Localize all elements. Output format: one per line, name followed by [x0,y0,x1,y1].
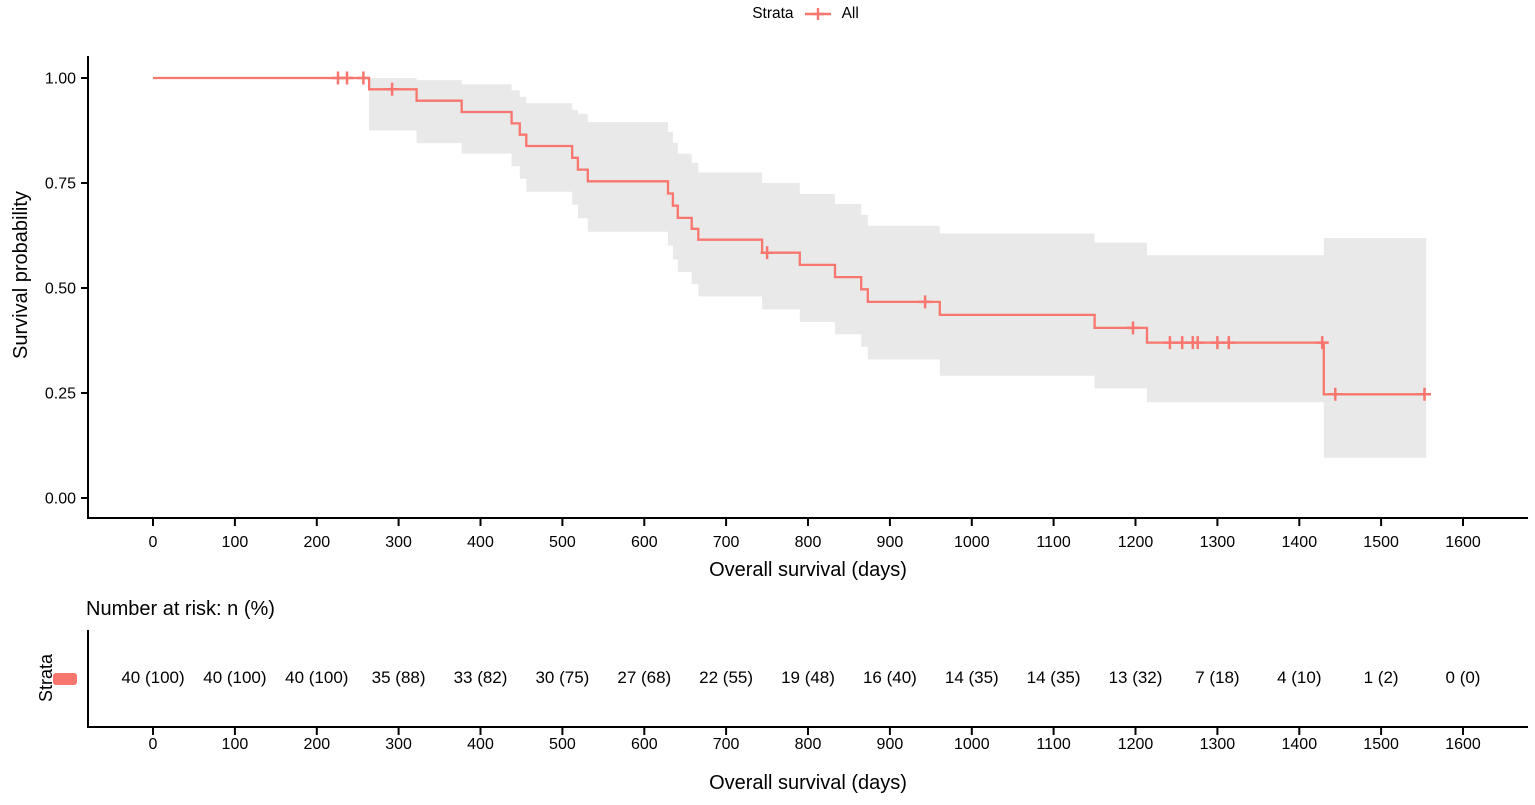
censor-mark [918,295,932,309]
y-tick-label: 0.75 [45,176,76,193]
y-tick-label: 1.00 [45,71,76,88]
risk-x-tick-label: 100 [222,736,249,753]
risk-value: 22 (55) [699,668,753,687]
risk-row-key-dash [53,673,77,685]
risk-value: 16 (40) [863,668,917,687]
risk-x-tick-label: 300 [385,736,412,753]
x-tick-label: 800 [795,534,822,551]
risk-value: 40 (100) [203,668,266,687]
x-tick-label: 1100 [1036,534,1071,551]
risk-x-tick-label: 0 [149,736,158,753]
x-tick-label: 1200 [1118,534,1154,551]
legend-key-icon [804,8,831,20]
risk-value: 35 (88) [372,668,426,687]
risk-x-tick-label: 1000 [954,736,990,753]
risk-x-tick-label: 600 [631,736,658,753]
risk-value: 33 (82) [454,668,508,687]
censor-mark [340,71,354,85]
x-tick-label: 1400 [1282,534,1318,551]
censor-mark [760,246,774,260]
risk-x-tick-label: 1600 [1445,736,1481,753]
legend-item-label: All [841,5,859,22]
risk-x-tick-label: 1400 [1282,736,1318,753]
x-tick-label: 1000 [954,534,990,551]
risk-x-tick-label: 200 [303,736,330,753]
risk-value: 13 (32) [1109,668,1163,687]
censor-mark [1315,336,1329,350]
risk-value: 27 (68) [617,668,671,687]
risk-x-tick-label: 1100 [1036,736,1071,753]
censor-mark [1328,387,1342,401]
risk-value: 0 (0) [1446,668,1481,687]
x-axis-title: Overall survival (days) [709,559,907,581]
y-tick-label: 0.00 [45,491,76,508]
risk-x-tick-label: 900 [877,736,904,753]
x-tick-label: 700 [713,534,740,551]
x-tick-label: 900 [877,534,904,551]
risk-value: 14 (35) [945,668,999,687]
risk-x-axis-title: Overall survival (days) [709,772,907,794]
risk-value: 40 (100) [285,668,348,687]
risk-value: 7 (18) [1195,668,1239,687]
x-tick-label: 200 [303,534,330,551]
censor-mark [1163,336,1177,350]
risk-strata-axis-title: Strata [36,653,56,703]
risk-value: 40 (100) [121,668,184,687]
x-tick-label: 1500 [1363,534,1399,551]
survival-curve [153,76,1427,396]
main-axes [87,56,1528,519]
risk-x-tick-label: 700 [713,736,740,753]
risk-value: 19 (48) [781,668,835,687]
x-tick-label: 100 [222,534,249,551]
censor-mark [1222,336,1236,350]
risk-value: 4 (10) [1277,668,1321,687]
x-tick-label: 600 [631,534,658,551]
y-tick-label: 0.25 [45,386,76,403]
censor-mark [1210,336,1224,350]
x-tick-label: 1300 [1200,534,1236,551]
risk-axes [87,630,1528,728]
censor-mark [385,82,399,96]
risk-value: 1 (2) [1364,668,1399,687]
y-tick-label: 0.50 [45,281,76,298]
risk-x-tick-label: 800 [795,736,822,753]
risk-x-tick-label: 400 [467,736,494,753]
censor-mark [1126,321,1140,335]
x-tick-label: 400 [467,534,494,551]
risk-x-tick-label: 500 [549,736,576,753]
risk-table-title: Number at risk: n (%) [86,598,275,620]
risk-value: 30 (75) [535,668,589,687]
censor-mark [356,71,370,85]
risk-x-tick-label: 1300 [1200,736,1236,753]
censor-mark [1418,387,1431,401]
legend: Strata All [76,3,1535,25]
risk-x-tick-label: 1500 [1363,736,1399,753]
x-tick-label: 0 [149,534,158,551]
x-tick-label: 500 [549,534,576,551]
risk-x-tick-label: 1200 [1118,736,1154,753]
x-tick-label: 300 [385,534,412,551]
x-tick-label: 1600 [1445,534,1481,551]
confidence-band [369,78,1427,458]
risk-value: 14 (35) [1027,668,1081,687]
legend-title: Strata [752,5,794,22]
censor-mark [1191,336,1205,350]
